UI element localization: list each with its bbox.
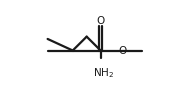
Text: NH$_2$: NH$_2$ — [93, 66, 114, 80]
Text: O: O — [96, 16, 105, 26]
Text: O: O — [119, 46, 127, 56]
